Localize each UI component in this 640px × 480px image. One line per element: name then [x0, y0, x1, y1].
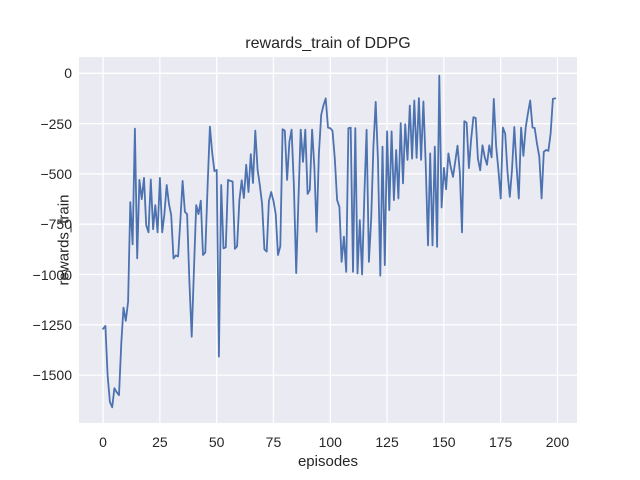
- chart-title: rewards_train of DDPG: [245, 35, 411, 52]
- x-tick-label: 175: [488, 434, 513, 450]
- y-tick-label: −1250: [32, 316, 72, 333]
- x-tick-label: 25: [152, 434, 168, 450]
- x-tick-label: 0: [99, 434, 107, 450]
- x-tick-label: 125: [375, 434, 399, 450]
- x-tick-label: 75: [265, 434, 282, 450]
- plot-area: [79, 57, 577, 423]
- y-tick-label: −250: [40, 115, 72, 132]
- x-tick-label: 50: [208, 434, 225, 450]
- y-tick-label: 0: [64, 65, 72, 82]
- y-tick-label: −750: [40, 216, 72, 233]
- series-line-rewards_train: [102, 74, 557, 409]
- x-tick-label: 200: [545, 434, 570, 450]
- x-axis-label: episodes: [297, 453, 359, 470]
- x-tick-label: 150: [432, 434, 456, 450]
- y-tick-label: −500: [40, 165, 72, 182]
- y-tick-label: −1000: [32, 266, 72, 283]
- x-tick-label: 100: [318, 434, 342, 450]
- line-chart-svg: [79, 57, 577, 423]
- y-tick-label: −1500: [32, 367, 72, 384]
